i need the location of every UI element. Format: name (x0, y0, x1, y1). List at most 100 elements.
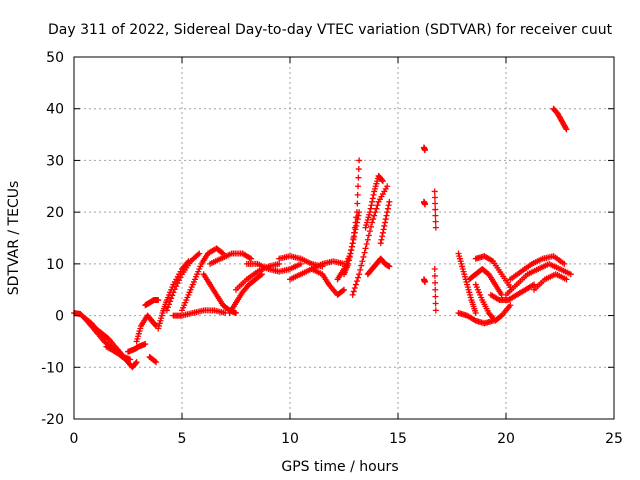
series-track-w (362, 172, 386, 231)
data-point (384, 183, 391, 190)
data-point (366, 209, 373, 216)
x-tick-label: 25 (605, 431, 623, 447)
data-point (348, 243, 355, 250)
data-point (381, 222, 388, 229)
series-track-v (349, 183, 391, 298)
series-track-aa (420, 198, 428, 208)
series-track-j (179, 245, 227, 314)
series-track-al (507, 253, 568, 283)
data-point (472, 309, 479, 316)
data-point (339, 287, 346, 294)
data-point (355, 166, 362, 173)
series-track-k (170, 307, 229, 319)
x-tick-label: 15 (389, 431, 407, 447)
y-axis-label: SDTVAR / TECUs (6, 181, 22, 296)
data-point (167, 298, 174, 305)
data-point (384, 209, 391, 216)
data-point (297, 260, 304, 267)
x-tick-label: 10 (281, 431, 299, 447)
series-track-e (133, 312, 160, 345)
data-point (132, 359, 139, 366)
data-point (374, 202, 381, 209)
data-point (563, 126, 570, 133)
data-point (432, 300, 439, 307)
data-point (365, 232, 372, 239)
data-point (173, 283, 180, 290)
data-point (164, 304, 171, 311)
data-point (422, 278, 428, 285)
data-point (258, 271, 265, 278)
data-point (171, 286, 178, 293)
data-point (370, 191, 377, 198)
data-point (386, 263, 393, 270)
data-point (382, 216, 389, 223)
data-point (431, 272, 438, 279)
data-point (356, 271, 363, 278)
series-track-ah (472, 253, 514, 291)
data-point (353, 278, 360, 285)
data-point (364, 236, 371, 243)
data-point (380, 226, 387, 233)
data-point (353, 209, 360, 216)
data-point (168, 295, 175, 302)
series-track-z (420, 144, 428, 154)
data-point (351, 229, 358, 236)
series-track-u (341, 157, 363, 278)
data-point (350, 235, 357, 241)
series-track-ai (472, 281, 514, 324)
data-point (359, 258, 366, 265)
data-point (352, 219, 359, 226)
data-point (366, 228, 373, 235)
series-track-ag (466, 266, 505, 298)
data-point (432, 212, 439, 219)
data-point (371, 212, 378, 219)
data-point (561, 260, 568, 267)
data-point (152, 358, 158, 365)
data-point (369, 219, 376, 226)
series-track-m (207, 250, 255, 267)
series-track-an (550, 105, 570, 133)
data-point (355, 274, 362, 281)
x-tick-label: 20 (497, 431, 515, 447)
x-tick-labels: 0 5 10 15 20 25 (70, 431, 623, 447)
data-point (567, 271, 574, 278)
data-point (127, 356, 134, 363)
data-point (357, 266, 364, 273)
series-track-am (531, 271, 570, 293)
data-point (422, 201, 428, 208)
data-point (563, 276, 570, 283)
series-track-af (455, 309, 497, 327)
data-point (163, 307, 170, 314)
data-point (233, 309, 239, 316)
y-tick-labels: -20 -10 0 10 20 30 40 50 (41, 50, 64, 428)
data-point (133, 359, 140, 366)
data-point (507, 302, 514, 309)
data-point (431, 266, 438, 273)
axis-ticks (73, 56, 615, 420)
data-point (346, 257, 353, 264)
data-point (379, 233, 386, 240)
series-track-g (146, 353, 160, 366)
x-tick-label: 0 (70, 431, 79, 447)
data-point (346, 253, 353, 260)
y-tick-label: -10 (41, 360, 64, 376)
data-point (367, 205, 374, 212)
series-track-f (142, 297, 162, 309)
y-tick-label: 30 (46, 153, 64, 169)
data-point (351, 224, 358, 231)
data-point (422, 147, 428, 154)
x-axis-label: GPS time / hours (281, 459, 398, 475)
data-point (347, 250, 354, 257)
plot-frame (73, 56, 615, 420)
y-tick-label: 40 (46, 102, 64, 118)
data-point (432, 200, 439, 207)
series-track-o (233, 260, 283, 293)
data-point (379, 177, 386, 184)
data-point (349, 291, 356, 298)
series-track-aj (487, 281, 538, 304)
data-point (276, 260, 283, 267)
data-point (431, 194, 438, 201)
data-point (176, 277, 183, 284)
data-point (362, 245, 369, 252)
